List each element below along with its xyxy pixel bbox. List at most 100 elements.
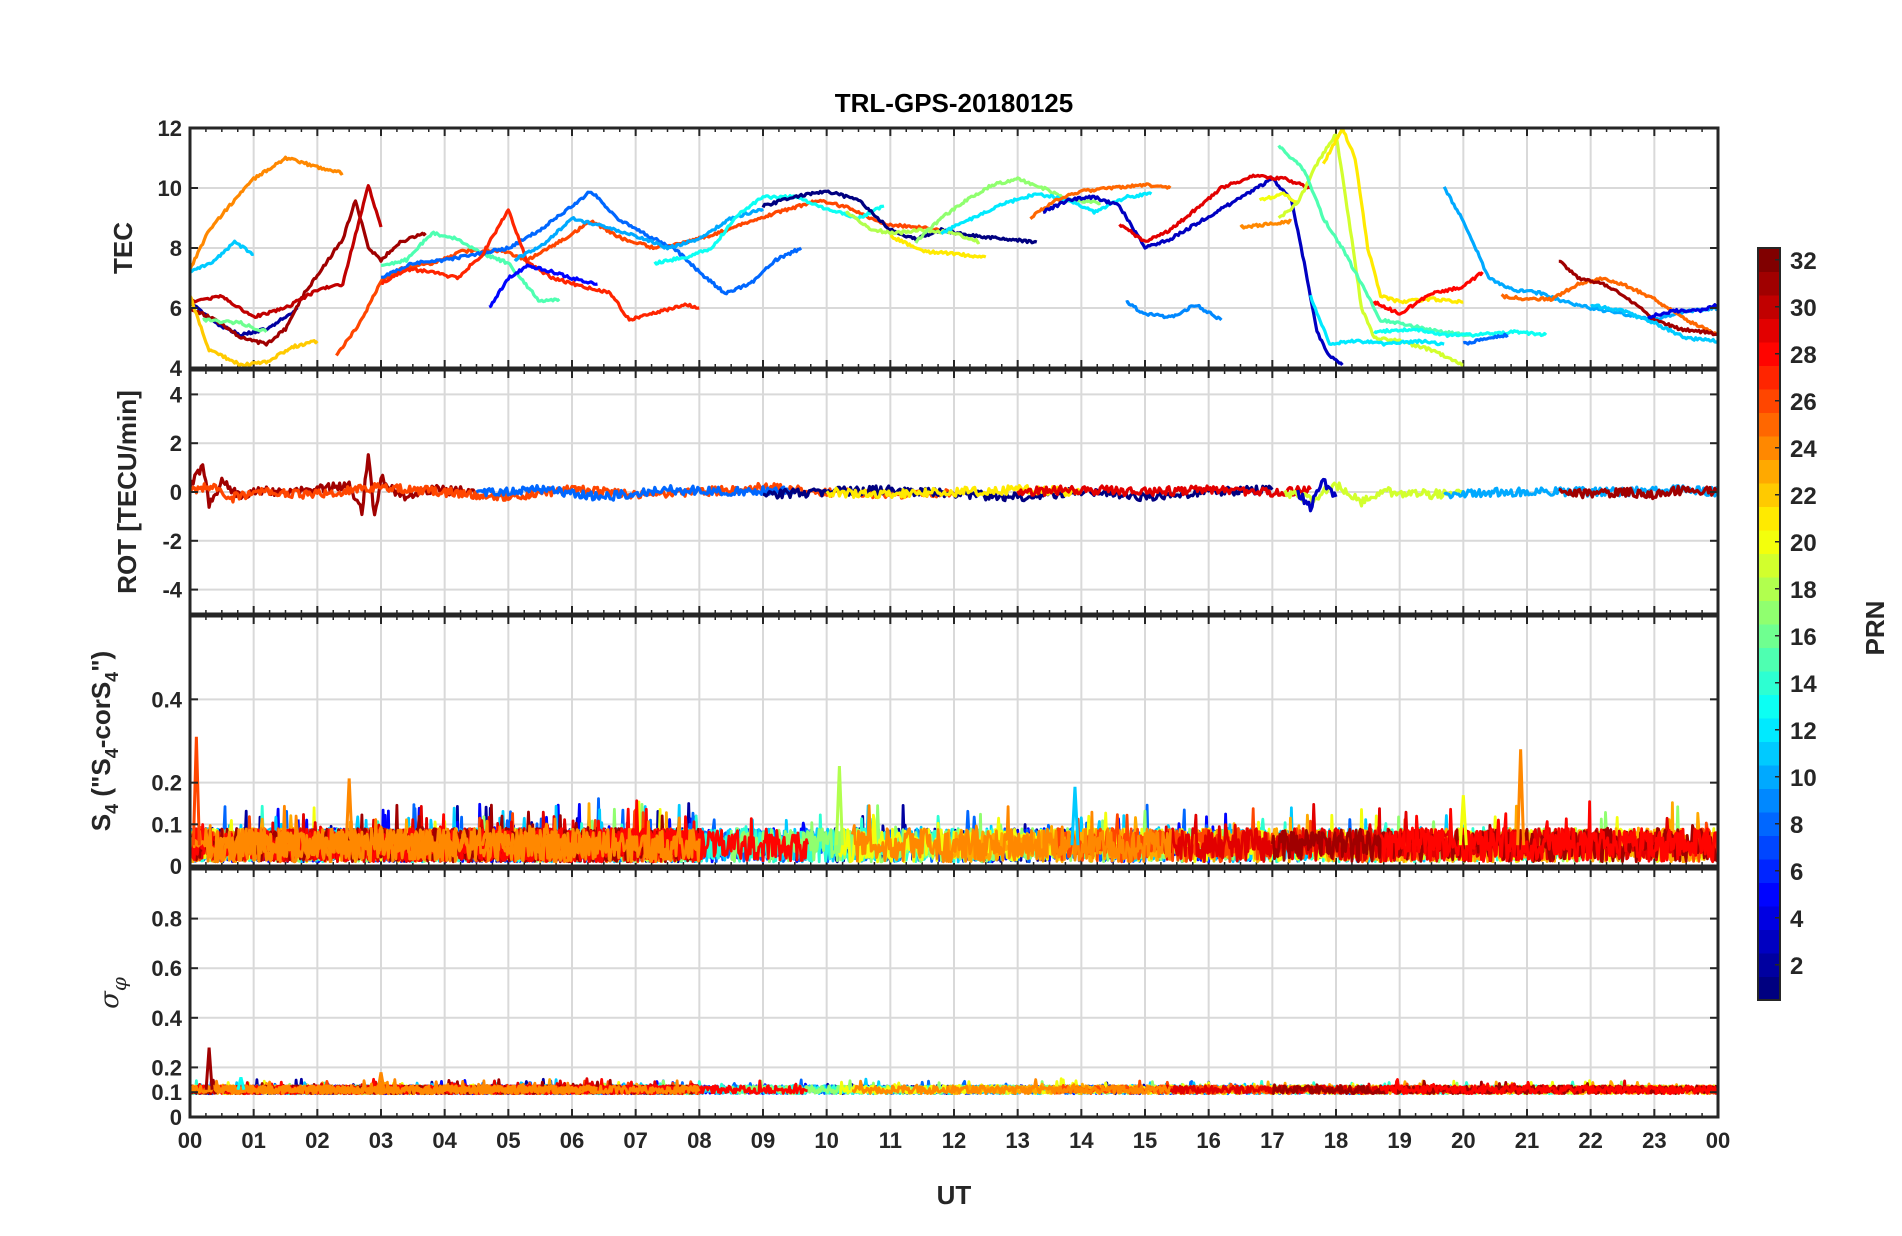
series-line-prn-26 (190, 481, 956, 504)
chart-title: TRL-GPS-20180125 (835, 88, 1073, 118)
axes-frame-sigphi (188, 867, 1720, 1119)
colorbar-swatch (1758, 483, 1780, 507)
x-tick-label: 06 (560, 1128, 584, 1153)
colorbar-swatch (1758, 882, 1780, 907)
series-line-prn-13 (653, 194, 885, 266)
x-tick-label: 21 (1515, 1128, 1539, 1153)
scint-trace-prn-24 (214, 804, 599, 864)
series-line-prn-10 (1442, 186, 1718, 322)
colorbar-tick-label: 10 (1790, 765, 1817, 792)
scint-spike-prn-26 (191, 736, 201, 846)
series-line-prn-21 (1321, 128, 1464, 305)
colorbar-tick-label: 12 (1790, 718, 1817, 745)
panel-sigphi: 00.10.2 0.4 0.6 0.8 σφ (95, 867, 1720, 1130)
colorbar-tick-label: 24 (1790, 436, 1817, 463)
scint-spike-prn-24 (376, 1072, 386, 1090)
colorbar-swatch (1758, 553, 1780, 578)
scint-trace-prn-24 (851, 1078, 1171, 1095)
colorbar-swatch (1758, 647, 1780, 672)
series-line-prn-24 (190, 155, 344, 271)
y-tick-label: 0 (170, 854, 182, 879)
y-tick-label: 0.2 (151, 1055, 182, 1080)
colorbar-tick-label: 14 (1790, 671, 1817, 698)
x-tick-label: 07 (623, 1128, 647, 1153)
ylabel-sigphi-text: σφ (95, 977, 131, 1009)
series-line-prn-25 (1029, 182, 1172, 220)
x-tick-label: 23 (1642, 1128, 1666, 1153)
scint-spike-prn-11 (1070, 786, 1080, 846)
y-tick-label: 12 (158, 116, 182, 141)
colorbar-tick-label: 32 (1790, 248, 1817, 275)
colorbar-swatch (1758, 694, 1780, 719)
y-tick-label: -4 (162, 578, 182, 603)
x-tick-label: 09 (751, 1128, 775, 1153)
x-tick-label: 00 (1706, 1128, 1730, 1153)
y-tick-label: 0.2 (151, 771, 182, 796)
x-tick-label: 20 (1451, 1128, 1475, 1153)
colorbar-swatch (1758, 295, 1780, 319)
colorbar-tick-label: 18 (1790, 577, 1817, 604)
colorbar-tick-label: 2 (1790, 953, 1803, 980)
y-tick-label: 0.4 (151, 687, 182, 712)
colorbar-swatch (1758, 600, 1780, 625)
x-tick-label: 18 (1324, 1128, 1348, 1153)
series-line-prn-3 (1296, 477, 1338, 513)
ylabel-tec: TEC (108, 222, 138, 274)
x-tick-label: 03 (369, 1128, 393, 1153)
axes-frame-s4 (188, 614, 1720, 868)
panel-tec: 4 6 8 10 12 TEC (108, 116, 1720, 381)
series-line-prn-15 (380, 230, 561, 304)
y-tick-label: 6 (170, 296, 182, 321)
colorbar-tick-label: 22 (1790, 483, 1817, 510)
series-line-prn-15 (1277, 144, 1470, 338)
colorbar-tick-label: 4 (1790, 906, 1804, 933)
scint-trace-prn-24 (850, 804, 1172, 864)
y-tick-label: 8 (170, 236, 182, 261)
colorbar-swatches (1758, 248, 1780, 1001)
series-line-prn-12 (940, 191, 1153, 236)
series-line-prn-8 (1462, 332, 1509, 346)
ylabel-s4: S4 ("S4-corS4") (86, 651, 122, 831)
colorbar-swatch (1758, 624, 1780, 648)
series-line-prn-4 (1647, 303, 1718, 320)
x-tick-label: 12 (942, 1128, 966, 1153)
series-line-prn-31 (1558, 484, 1718, 501)
panel-rot: -4 -2 0 2 4 ROT [TECU/min] (112, 368, 1720, 616)
x-tick-label: 15 (1133, 1128, 1157, 1153)
y-tick-label: 0.1 (151, 1080, 182, 1105)
series-line-prn-22 (190, 295, 319, 368)
colorbar-swatch (1758, 859, 1780, 883)
colorbar-swatch (1758, 718, 1780, 742)
x-tick-label: 11 (879, 1128, 902, 1153)
y-tick-label: 0.1 (151, 812, 182, 837)
series-line-prn-31 (1558, 259, 1718, 337)
series-line-prn-8 (381, 190, 803, 296)
y-tick-label: 4 (170, 382, 183, 407)
colorbar-swatch (1758, 271, 1780, 296)
colorbar-swatch (1758, 436, 1780, 460)
series-sigphi (190, 1047, 1718, 1096)
series-line-prn-24 (1239, 218, 1293, 230)
series-s4 (190, 736, 1718, 864)
x-tick-label: 17 (1260, 1128, 1284, 1153)
colorbar-swatch (1758, 835, 1780, 860)
series-line-prn-29 (1118, 173, 1312, 243)
x-tick-label: 14 (1069, 1128, 1094, 1153)
colorbar-tick-label: 8 (1790, 812, 1803, 839)
series-line-prn-5 (488, 263, 598, 309)
series-tec (190, 128, 1718, 368)
x-tick-label: 08 (687, 1128, 711, 1153)
colorbar-swatch (1758, 906, 1780, 930)
series-line-prn-20 (1258, 191, 1299, 205)
x-tick-label: 10 (814, 1128, 838, 1153)
series-line-prn-11 (1590, 303, 1718, 344)
colorbar-swatch (1758, 953, 1780, 977)
scint-spike-prn-13 (236, 1076, 246, 1091)
x-tick-label: 19 (1387, 1128, 1411, 1153)
colorbar-swatch (1758, 577, 1780, 601)
scint-spike-prn-18 (834, 765, 844, 846)
series-line-prn-30 (190, 184, 383, 319)
y-tick-label: 4 (170, 356, 183, 381)
yticks-tec: 4 6 8 10 12 (158, 116, 1718, 381)
